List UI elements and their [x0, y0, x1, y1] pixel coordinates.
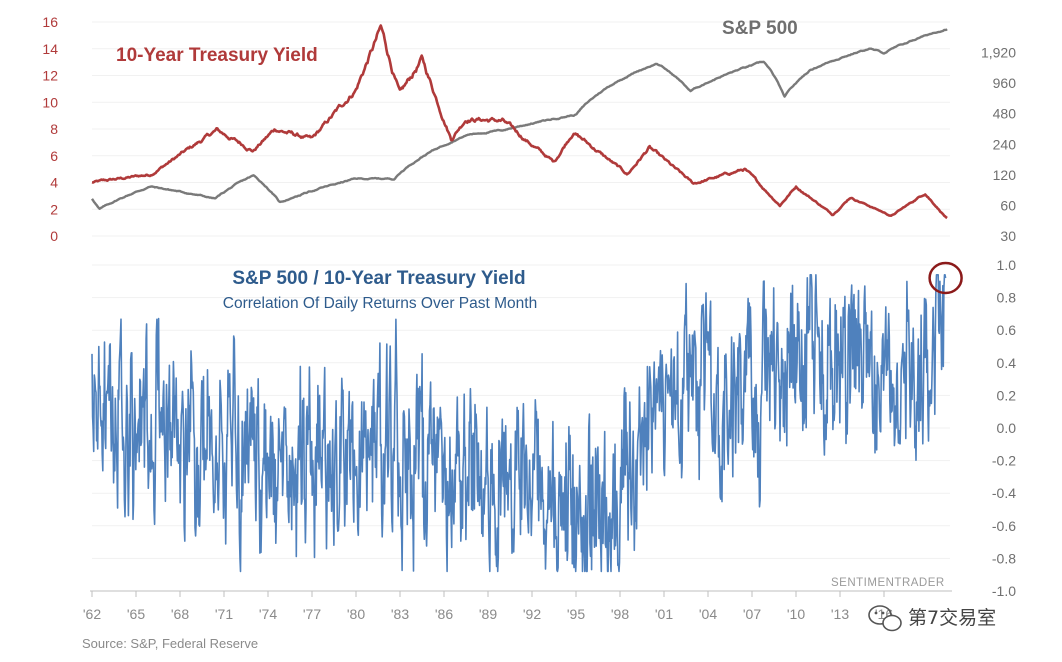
x-axis-tick-label: '77 — [303, 606, 321, 622]
treasury-yield-title: 10-Year Treasury Yield — [116, 45, 318, 66]
correlation-axis-ticks: -1.0 -0.8 -0.6 -0.4 -0.2 0.0 0.2 0.4 0.6 0.8 1.0 — [992, 257, 1016, 599]
sp500-tick-label: 30 — [1000, 228, 1016, 244]
latest-value-highlight-circle — [928, 261, 963, 295]
x-axis-tick-label: '89 — [479, 606, 497, 622]
correlation-subtitle: Correlation Of Daily Returns Over Past M… — [223, 295, 537, 312]
x-axis-tick-label: '13 — [831, 606, 849, 622]
yield-tick-label: 0 — [50, 228, 58, 244]
correlation-tick-label: -0.4 — [992, 485, 1016, 501]
x-axis-tick-label: '71 — [215, 606, 233, 622]
correlation-tick-label: 0.0 — [997, 420, 1017, 436]
x-axis-tick-label: '01 — [655, 606, 673, 622]
sp500-tick-label: 60 — [1000, 197, 1016, 213]
correlation-tick-label: 0.2 — [997, 387, 1017, 403]
yield-axis-ticks: 0 2 4 6 8 10 12 14 16 — [42, 14, 58, 244]
x-axis-tick-label: '74 — [259, 606, 277, 622]
bottom-panel-gridlines — [92, 264, 950, 592]
yield-tick-label: 10 — [42, 94, 58, 110]
yield-tick-label: 2 — [50, 201, 58, 217]
x-axis-tick-label: '07 — [743, 606, 761, 622]
x-axis-tick-label: '95 — [567, 606, 585, 622]
sp500-tick-label: 960 — [993, 75, 1017, 91]
correlation-tick-label: -0.8 — [992, 550, 1016, 566]
sp500-axis-ticks: 30 60 120 240 480 960 1,920 — [981, 45, 1016, 244]
correlation-tick-label: 0.6 — [997, 322, 1017, 338]
correlation-tick-label: -0.6 — [992, 518, 1016, 534]
correlation-series-line — [91, 274, 947, 573]
sp500-tick-label: 1,920 — [981, 45, 1016, 61]
x-axis-tick-label: '04 — [699, 606, 717, 622]
correlation-tick-label: 0.8 — [997, 290, 1017, 306]
treasury-yield-series-line — [91, 24, 948, 220]
wechat-icon — [868, 605, 902, 632]
sp500-tick-label: 480 — [993, 106, 1017, 122]
yield-tick-label: 4 — [50, 175, 58, 191]
correlation-tick-label: -0.2 — [992, 453, 1016, 469]
source-note: Source: S&P, Federal Reserve — [82, 636, 258, 651]
x-axis-tick-label: '86 — [435, 606, 453, 622]
top-panel-gridlines — [92, 21, 950, 237]
x-axis-tick-label: '80 — [347, 606, 365, 622]
wechat-account-name: 第7交易室 — [908, 607, 996, 629]
x-axis-tick-label: '68 — [171, 606, 189, 622]
correlation-title: S&P 500 / 10-Year Treasury Yield — [232, 268, 525, 289]
x-axis-tick-label: '92 — [523, 606, 541, 622]
yield-tick-label: 6 — [50, 148, 58, 164]
correlation-tick-label: -1.0 — [992, 583, 1016, 599]
yield-tick-label: 8 — [50, 121, 58, 137]
correlation-tick-label: 1.0 — [997, 257, 1017, 273]
sp500-tick-label: 240 — [993, 136, 1017, 152]
x-axis-tick-label: '65 — [127, 606, 145, 622]
x-axis-tick-label: '62 — [83, 606, 101, 622]
x-axis-tick-label: '83 — [391, 606, 409, 622]
brand-watermark: SENTIMENTRADER — [831, 577, 945, 589]
wechat-watermark: 第7交易室 — [868, 605, 996, 632]
yield-tick-label: 14 — [42, 41, 58, 57]
yield-tick-label: 16 — [42, 14, 58, 30]
x-axis-tick-label: '98 — [611, 606, 629, 622]
yield-tick-label: 12 — [42, 68, 58, 84]
sp500-series-line — [91, 28, 948, 210]
sp500-tick-label: 120 — [993, 167, 1017, 183]
x-axis-ticks: '62 '65 '68 '71 '74 '77 '80 '83 '86 '89 '92 '95 '98 '… — [83, 591, 893, 622]
sp500-title: S&P 500 — [722, 18, 798, 39]
correlation-tick-label: 0.4 — [997, 355, 1017, 371]
x-axis-tick-label: '10 — [787, 606, 805, 622]
